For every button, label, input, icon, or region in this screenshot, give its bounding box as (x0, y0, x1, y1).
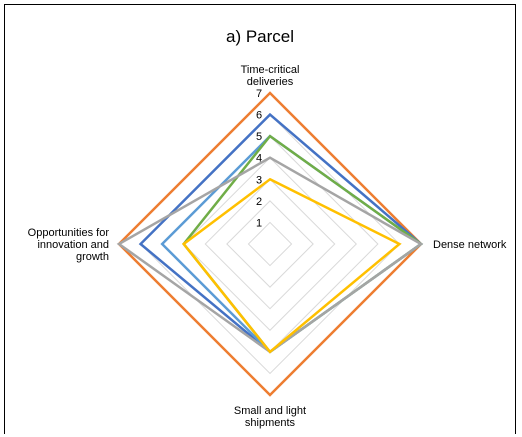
tick-labels: 1 2 3 4 5 6 7 (256, 88, 262, 229)
series-line-6 (181, 177, 402, 354)
gridline-6 (139, 113, 401, 375)
grid (118, 92, 422, 396)
gridline-4 (183, 157, 357, 331)
tick-label: 1 (256, 217, 262, 229)
tick-label: 2 (256, 196, 262, 208)
tick-label: 3 (256, 174, 262, 186)
axis-label: innovation and (37, 239, 109, 251)
axis-label: deliveries (247, 76, 294, 88)
chart-frame: 1 2 3 4 5 6 7 Time-critical deliveries Dense net… (4, 4, 516, 434)
axis-label: Time-critical (241, 64, 300, 76)
tick-label: 7 (256, 88, 262, 100)
axis-label: Dense network (433, 239, 507, 251)
axis-label: growth (76, 251, 109, 263)
gridline-1 (247, 221, 293, 267)
gridline-7 (118, 92, 422, 396)
tick-label: 5 (256, 131, 262, 143)
tick-label: 6 (256, 110, 262, 122)
gridline-2 (226, 200, 314, 288)
series-lines (116, 91, 424, 397)
gridline-3 (204, 178, 336, 310)
axis-label: Opportunities for (28, 227, 110, 239)
axis-label: shipments (245, 417, 296, 429)
series-line-5 (116, 156, 424, 354)
tick-label: 4 (256, 153, 262, 165)
series-line-1 (117, 91, 423, 397)
axis-label: Small and light (234, 405, 306, 417)
chart-title: a) Parcel (226, 27, 294, 46)
